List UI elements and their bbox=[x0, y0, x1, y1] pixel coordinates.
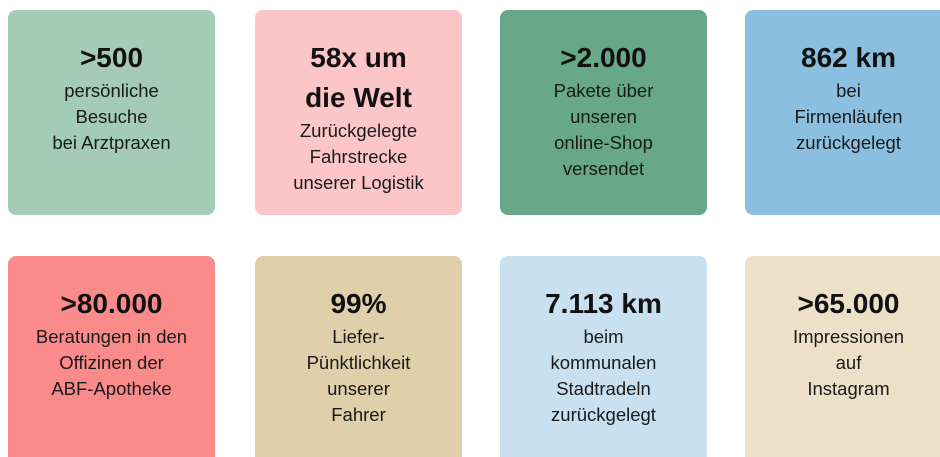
stat-text: unserer Logistik bbox=[293, 172, 424, 193]
stat-text: persönliche bbox=[64, 80, 159, 101]
stat-text: beim bbox=[583, 326, 624, 347]
stat-text: auf bbox=[835, 352, 862, 373]
stat-headline: >2.000 bbox=[560, 42, 647, 73]
stat-text: Zurückgelegte bbox=[299, 120, 418, 141]
stat-text: kommunalen bbox=[550, 352, 657, 373]
stat-tile: >65.000 Impressionen auf Instagram bbox=[745, 256, 940, 457]
stat-text: unseren bbox=[570, 106, 637, 127]
stat-tile: >2.000 Pakete über unseren online-Shop verse… bbox=[500, 10, 707, 215]
stat-text: ABF-Apotheke bbox=[51, 378, 172, 399]
stat-tile: 58x um die Welt Zurückgelegte Fahrstrecke un… bbox=[255, 10, 462, 215]
stat-headline: 7.113 km bbox=[545, 288, 662, 319]
stat-text: Fahrstrecke bbox=[309, 146, 408, 167]
stat-text: Liefer- bbox=[332, 326, 385, 347]
stat-text: bei Arztpraxen bbox=[52, 132, 171, 153]
stat-text: zurückgelegt bbox=[796, 132, 901, 153]
stat-text: Fahrer bbox=[331, 404, 386, 425]
stat-text: Instagram bbox=[807, 378, 890, 399]
stat-text: bei bbox=[836, 80, 861, 101]
stat-headline: 99% bbox=[330, 288, 387, 319]
stat-tile: >500 persönliche Besuche bei Arztpraxen bbox=[8, 10, 215, 215]
stat-headline: die Welt bbox=[305, 82, 412, 113]
stat-headline: >500 bbox=[79, 42, 144, 73]
stat-text: Offizinen der bbox=[59, 352, 164, 373]
stat-text: Impressionen bbox=[792, 326, 905, 347]
stat-text: Firmenläufen bbox=[794, 106, 903, 127]
stat-tile: 862 km bei Firmenläufen zurückgelegt bbox=[745, 10, 940, 215]
stat-headline: 58x um bbox=[310, 42, 407, 73]
stat-text: Pünktlichkeit bbox=[306, 352, 411, 373]
stat-text: unserer bbox=[327, 378, 390, 399]
stat-headline: 862 km bbox=[801, 42, 896, 73]
stat-tile: >80.000 Beratungen in den Offizinen der ABF… bbox=[8, 256, 215, 457]
stat-text: versendet bbox=[562, 158, 645, 179]
stat-text: Stadtradeln bbox=[556, 378, 651, 399]
stat-headline: >80.000 bbox=[60, 288, 163, 319]
stat-text: online-Shop bbox=[554, 132, 653, 153]
stat-text: Besuche bbox=[75, 106, 148, 127]
stat-headline: >65.000 bbox=[797, 288, 900, 319]
stat-tile: 99% Liefer- Pünktlichkeit unserer Fahrer bbox=[255, 256, 462, 457]
stat-text: Pakete über bbox=[553, 80, 654, 101]
stat-text: zurückgelegt bbox=[551, 404, 656, 425]
stat-text: Beratungen in den bbox=[35, 326, 188, 347]
stat-tile: 7.113 km beim kommunalen Stadtradeln zurückg… bbox=[500, 256, 707, 457]
